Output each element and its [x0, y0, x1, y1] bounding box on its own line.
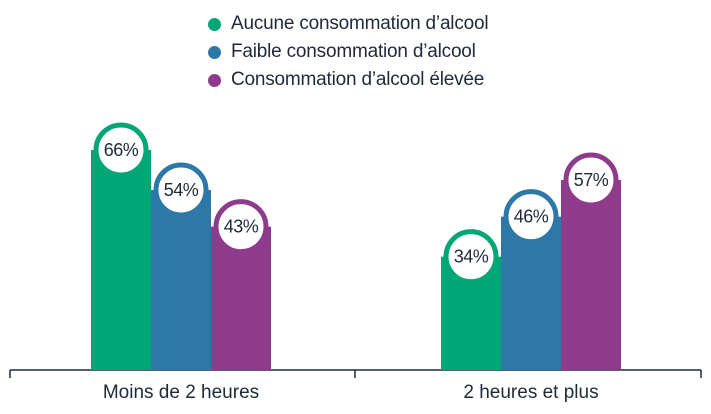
- legend-label-high: Consommation d’alcool élevée: [231, 69, 485, 90]
- legend-swatch-high: [208, 73, 221, 87]
- data-label-2h-plus-series-0: 34%: [454, 247, 489, 267]
- value-badge-under-2h-series-2: [213, 199, 269, 255]
- value-badge-under-2h-series-0: [93, 122, 149, 178]
- value-badge-2h-plus-series-2: [563, 152, 619, 208]
- legend-label-low: Faible consommation d’alcool: [231, 41, 476, 62]
- legend-swatch-low: [208, 45, 221, 59]
- value-badge-2h-plus-series-1: [503, 189, 559, 245]
- x-tick-label-0: Moins de 2 heures: [103, 382, 259, 403]
- data-label-2h-plus-series-2: 57%: [574, 170, 609, 190]
- legend: Aucune consommation d’alcool Faible cons…: [208, 10, 489, 94]
- bar-2h-plus-series-2: [561, 180, 621, 370]
- data-label-under-2h-series-2: 43%: [224, 217, 259, 237]
- value-badge-2h-plus-series-0: [443, 229, 499, 285]
- legend-item-none: Aucune consommation d’alcool: [208, 10, 489, 38]
- data-label-under-2h-series-0: 66%: [104, 140, 139, 160]
- legend-item-high: Consommation d’alcool élevée: [208, 66, 488, 94]
- value-badge-under-2h-series-1: [153, 162, 209, 218]
- data-label-under-2h-series-1: 54%: [164, 180, 199, 200]
- legend-swatch-none: [208, 17, 221, 31]
- legend-item-low: Faible consommation d’alcool: [208, 38, 488, 66]
- data-label-2h-plus-series-1: 46%: [514, 207, 549, 227]
- bar-under-2h-series-1: [151, 190, 211, 370]
- legend-label-none: Aucune consommation d’alcool: [231, 13, 489, 34]
- bar-under-2h-series-0: [91, 150, 151, 370]
- x-tick-label-1: 2 heures et plus: [463, 382, 598, 403]
